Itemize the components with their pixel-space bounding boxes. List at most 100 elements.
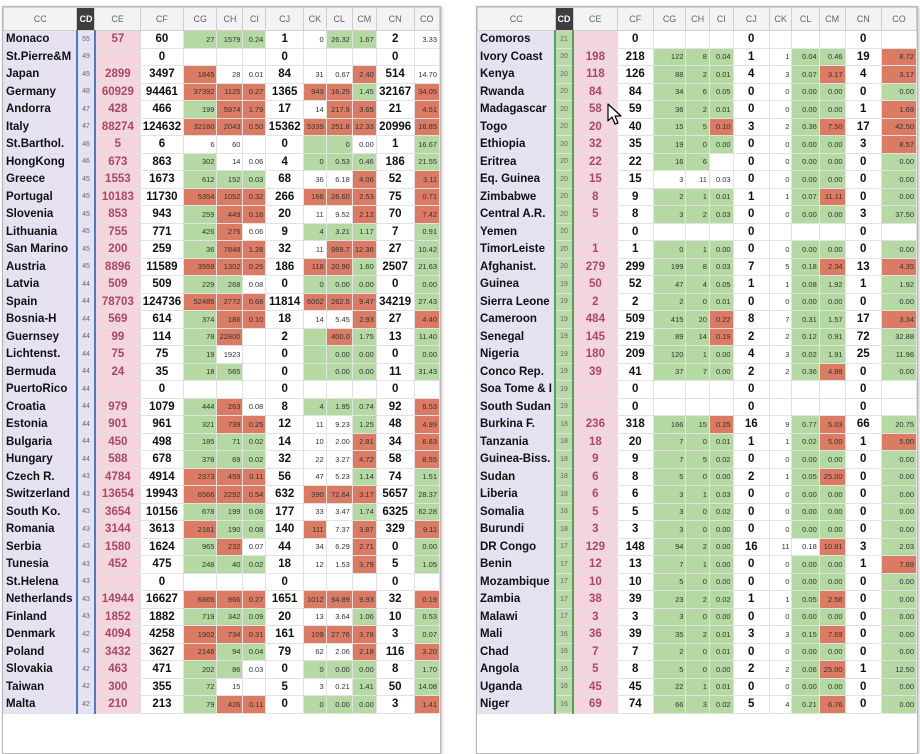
cm-value-cell[interactable]	[351, 572, 377, 591]
cn-value-cell[interactable]: 3	[375, 625, 415, 644]
cd-value-cell[interactable]: 42	[75, 695, 96, 714]
cn-value-cell[interactable]: 0	[844, 625, 882, 644]
co-value-cell[interactable]: 0.00	[413, 275, 440, 294]
cm-value-cell[interactable]: 2.93	[351, 310, 377, 329]
cg-value-cell[interactable]: 3	[652, 485, 687, 504]
cd-value-cell[interactable]: 18	[554, 415, 574, 434]
ck-value-cell[interactable]: 6002	[303, 292, 327, 311]
ce-value-cell[interactable]: 36	[572, 625, 618, 644]
column-header-cd[interactable]: CD	[554, 7, 574, 31]
country-name-cell[interactable]: Guinea	[477, 275, 556, 294]
cj-value-cell[interactable]: 84	[265, 65, 305, 84]
ci-value-cell[interactable]: 0.08	[242, 397, 267, 416]
cn-value-cell[interactable]: 0	[844, 170, 882, 189]
cl-value-cell[interactable]: 0.00	[325, 345, 353, 364]
column-header-cn[interactable]: CN	[844, 7, 882, 31]
cm-value-cell[interactable]: 2.71	[351, 537, 377, 556]
column-header-ck[interactable]: CK	[768, 7, 793, 31]
cg-value-cell[interactable]: 3	[652, 170, 687, 189]
cf-value-cell[interactable]: 8	[616, 660, 654, 679]
ci-value-cell[interactable]	[242, 362, 267, 381]
cj-value-cell[interactable]: 1	[732, 590, 770, 609]
ck-value-cell[interactable]: 2	[768, 660, 793, 679]
ci-value-cell[interactable]: 0.02	[708, 695, 734, 714]
country-name-cell[interactable]: South Sudan	[477, 397, 556, 416]
ce-value-cell[interactable]: 5	[572, 205, 618, 224]
ck-value-cell[interactable]: 0	[768, 502, 793, 521]
cj-value-cell[interactable]: 20	[265, 205, 305, 224]
ck-value-cell[interactable]: 3	[768, 65, 793, 84]
cj-value-cell[interactable]: 0	[265, 345, 305, 364]
cm-value-cell[interactable]: 12.33	[351, 117, 377, 136]
cn-value-cell[interactable]: 329	[375, 520, 415, 539]
column-header-ch[interactable]: CH	[216, 7, 244, 31]
cd-value-cell[interactable]: 43	[75, 607, 96, 626]
cm-value-cell[interactable]: 0.00	[818, 485, 846, 504]
ci-value-cell[interactable]: 0.01	[708, 625, 734, 644]
cg-value-cell[interactable]	[183, 47, 218, 66]
cf-value-cell[interactable]: 475	[139, 555, 185, 574]
country-name-cell[interactable]: Netherlands	[3, 590, 78, 609]
ch-value-cell[interactable]: 2	[685, 65, 710, 84]
co-value-cell[interactable]: 14.08	[413, 677, 440, 696]
ch-value-cell[interactable]: 69	[216, 450, 244, 469]
cj-value-cell[interactable]: 20	[265, 607, 305, 626]
co-value-cell[interactable]	[413, 380, 440, 399]
country-name-cell[interactable]: Zimbabwe	[477, 187, 556, 206]
ce-value-cell[interactable]: 129	[572, 537, 618, 556]
cd-value-cell[interactable]: 45	[75, 240, 96, 259]
cm-value-cell[interactable]: 1.57	[818, 310, 846, 329]
cl-value-cell[interactable]: 0	[325, 135, 353, 154]
cm-value-cell[interactable]: 1.17	[351, 222, 377, 241]
column-header-ck[interactable]: CK	[303, 7, 327, 31]
co-value-cell[interactable]: 4.99	[413, 415, 440, 434]
country-name-cell[interactable]: Mozambique	[477, 572, 556, 591]
ci-value-cell[interactable]: 0.10	[242, 310, 267, 329]
cn-value-cell[interactable]: 72	[844, 327, 882, 346]
ch-value-cell[interactable]: 1923	[216, 345, 244, 364]
cn-value-cell[interactable]: 0	[844, 292, 882, 311]
country-name-cell[interactable]: Czech R.	[3, 467, 78, 486]
cm-value-cell[interactable]: 6.76	[818, 695, 846, 714]
cd-value-cell[interactable]: 55	[75, 30, 96, 49]
country-name-cell[interactable]: Soa Tome & I	[477, 380, 556, 399]
country-name-cell[interactable]: Taiwan	[3, 677, 78, 696]
cd-value-cell[interactable]: 44	[75, 292, 96, 311]
ce-value-cell[interactable]: 13654	[94, 485, 141, 504]
cn-value-cell[interactable]: 10	[375, 607, 415, 626]
cf-value-cell[interactable]: 471	[139, 660, 185, 679]
cm-value-cell[interactable]: 7.50	[818, 117, 846, 136]
ch-value-cell[interactable]: 734	[216, 625, 244, 644]
cl-value-cell[interactable]: 26.32	[325, 30, 353, 49]
co-value-cell[interactable]: 37.50	[880, 205, 917, 224]
cm-value-cell[interactable]: 0.00	[351, 135, 377, 154]
country-name-cell[interactable]: Austria	[3, 257, 78, 276]
ce-value-cell[interactable]: 3	[572, 520, 618, 539]
ck-value-cell[interactable]: 0	[303, 152, 327, 171]
cj-value-cell[interactable]: 16	[732, 415, 770, 434]
cl-value-cell[interactable]: 0.00	[791, 292, 820, 311]
cn-value-cell[interactable]: 17	[844, 117, 882, 136]
cg-value-cell[interactable]: 166	[652, 415, 687, 434]
cg-value-cell[interactable]: 202	[183, 660, 218, 679]
cl-value-cell[interactable]: 400.0	[325, 327, 353, 346]
cj-value-cell[interactable]: 1	[732, 275, 770, 294]
country-name-cell[interactable]: Monaco	[3, 30, 78, 49]
cm-value-cell[interactable]: 0.00	[818, 502, 846, 521]
ce-value-cell[interactable]: 979	[94, 397, 141, 416]
cf-value-cell[interactable]: 1673	[139, 170, 185, 189]
cl-value-cell[interactable]: 0.00	[325, 660, 353, 679]
cn-value-cell[interactable]: 3	[844, 537, 882, 556]
cd-value-cell[interactable]: 19	[554, 380, 574, 399]
cf-value-cell[interactable]: 0	[616, 30, 654, 49]
ch-value-cell[interactable]: 8	[685, 257, 710, 276]
cg-value-cell[interactable]: 5	[652, 660, 687, 679]
cg-value-cell[interactable]: 36	[652, 100, 687, 119]
ce-value-cell[interactable]: 5	[94, 135, 141, 154]
ce-value-cell[interactable]	[94, 47, 141, 66]
cj-value-cell[interactable]: 16	[732, 537, 770, 556]
cn-value-cell[interactable]: 34219	[375, 292, 415, 311]
ck-value-cell[interactable]: 3	[303, 677, 327, 696]
co-value-cell[interactable]: 4.51	[413, 100, 440, 119]
cg-value-cell[interactable]: 89	[652, 327, 687, 346]
